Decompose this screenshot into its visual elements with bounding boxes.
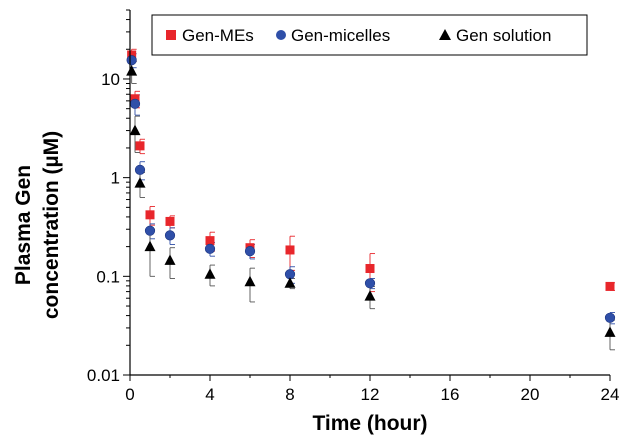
data-point-gen-mes	[205, 236, 215, 246]
data-point-gen-solution	[144, 240, 156, 252]
data-point-gen-solution	[164, 254, 176, 265]
data-point-gen-mes	[605, 281, 615, 291]
legend: Gen-MEs Gen-micelles Gen solution	[151, 14, 588, 56]
y-axis-title-line-1: Plasma Gen	[12, 165, 35, 285]
data-point-gen-mes	[165, 216, 175, 226]
x-tick-label: 24	[601, 385, 620, 404]
data-point-gen-solution	[604, 326, 616, 337]
data-point-gen-solution	[204, 268, 216, 279]
legend-marker-gen-micelles	[276, 30, 286, 40]
data-point-gen-micelles	[204, 243, 216, 254]
data-point-gen-micelles	[129, 98, 141, 109]
legend-marker-gen-solution	[439, 29, 451, 40]
y-tick-label: 1	[111, 169, 120, 188]
data-point-gen-micelles	[604, 312, 616, 323]
markers-layer	[126, 50, 616, 337]
error-bars-layer	[131, 48, 615, 351]
x-axis-title: Time (hour)	[312, 412, 427, 435]
y-tick-label: 0.1	[96, 267, 120, 286]
data-point-gen-solution	[129, 124, 141, 136]
x-tick-label: 16	[441, 385, 460, 404]
data-point-gen-micelles	[144, 225, 156, 236]
x-tick-label: 12	[361, 385, 380, 404]
x-tick-label: 0	[125, 385, 134, 404]
y-axis-title-line-2: concentration (µM)	[40, 131, 63, 319]
data-point-gen-mes	[145, 210, 155, 220]
legend-label-gen-mes: Gen-MEs	[182, 26, 254, 45]
data-point-gen-mes	[135, 141, 145, 151]
legend-box	[151, 14, 588, 56]
legend-label-gen-solution: Gen solution	[456, 26, 551, 45]
data-point-gen-micelles	[164, 230, 176, 241]
y-tick-label: 0.01	[87, 366, 120, 385]
tick-labels: 0 4 8 12 16 20 24 0.01 0.1 1 10	[87, 70, 620, 404]
data-point-gen-micelles	[126, 55, 137, 66]
x-tick-label: 8	[285, 385, 294, 404]
data-point-gen-micelles	[134, 164, 146, 175]
data-point-gen-solution	[284, 277, 296, 288]
data-point-gen-mes	[285, 245, 295, 255]
data-point-gen-solution	[244, 275, 256, 287]
legend-marker-gen-mes	[166, 30, 176, 40]
axes	[123, 9, 611, 381]
y-axis-title: Plasma Gen concentration (µM)	[12, 131, 63, 319]
data-point-gen-micelles	[364, 278, 376, 289]
data-point-gen-micelles	[244, 246, 256, 257]
x-tick-label: 4	[205, 385, 214, 404]
data-point-gen-solution	[126, 65, 138, 76]
y-tick-label: 10	[101, 70, 120, 89]
data-point-gen-mes	[365, 264, 375, 274]
data-point-gen-mes	[127, 50, 137, 60]
data-point-gen-solution	[134, 177, 146, 188]
legend-label-gen-micelles: Gen-micelles	[291, 26, 390, 45]
data-point-gen-solution	[364, 290, 376, 301]
x-tick-label: 20	[521, 385, 540, 404]
